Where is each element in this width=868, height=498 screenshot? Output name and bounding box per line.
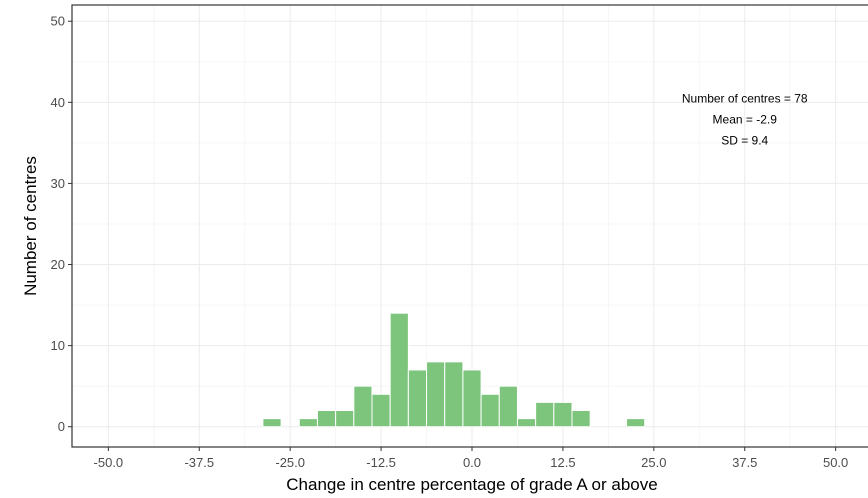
histogram-bar (316, 410, 337, 428)
annotation-line: Mean = -2.9 (713, 112, 778, 126)
histogram-bar (407, 369, 428, 428)
y-tick-label: 50 (51, 14, 65, 29)
x-tick-label: 25.0 (641, 455, 666, 470)
x-tick-label: 0.0 (463, 455, 481, 470)
histogram-bar (498, 385, 518, 428)
histogram-bar (626, 418, 646, 428)
y-axis-title: Number of centres (21, 156, 40, 296)
histogram-bars (262, 312, 646, 428)
y-tick-label: 30 (51, 176, 65, 191)
histogram-bar (262, 418, 282, 428)
stats-annotation: Number of centres = 78 Mean = -2.9 SD = 9.… (682, 91, 808, 147)
y-axis-ticks: 0 10 20 30 40 50 (51, 14, 72, 434)
histogram-bar (535, 401, 555, 428)
histogram-bar (389, 312, 409, 428)
histogram-bar (298, 418, 318, 428)
histogram-bar (353, 385, 373, 428)
annotation-line: Number of centres = 78 (682, 91, 808, 105)
histogram-bar (444, 361, 464, 428)
y-tick-label: 0 (58, 419, 65, 434)
x-tick-label: 12.5 (550, 455, 575, 470)
histogram-bar (371, 393, 391, 428)
x-axis-title: Change in centre percentage of grade A o… (286, 475, 657, 494)
x-axis-ticks: -50.0 -37.5 -25.0 -12.5 0.0 12.5 25.0 37.5 50.0 (94, 447, 848, 470)
gridlines (72, 5, 868, 447)
x-tick-label: 37.5 (732, 455, 757, 470)
histogram-bar (426, 361, 446, 428)
x-tick-label: -37.5 (184, 455, 214, 470)
x-tick-label: -50.0 (94, 455, 124, 470)
y-tick-label: 20 (51, 257, 65, 272)
histogram-bar (480, 393, 500, 428)
y-tick-label: 10 (51, 338, 65, 353)
histogram-bar (335, 410, 355, 428)
histogram-bar (516, 418, 537, 428)
histogram-bar (462, 369, 482, 428)
x-tick-label: 50.0 (823, 455, 848, 470)
histogram-bar (553, 401, 573, 428)
x-tick-label: -25.0 (275, 455, 305, 470)
x-tick-label: -12.5 (366, 455, 396, 470)
annotation-line: SD = 9.4 (721, 133, 768, 147)
y-tick-label: 40 (51, 95, 65, 110)
histogram-bar (571, 410, 591, 428)
